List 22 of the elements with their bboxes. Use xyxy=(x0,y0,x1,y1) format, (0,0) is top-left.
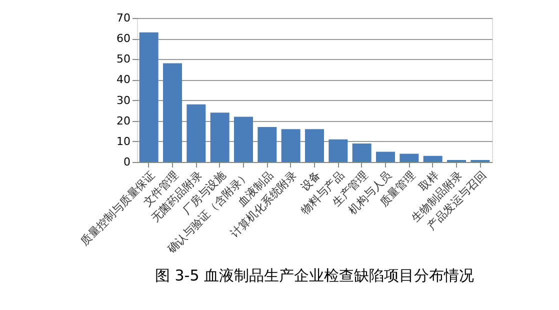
y-tick-label: 40 xyxy=(116,73,130,86)
bar xyxy=(400,154,419,162)
bar xyxy=(163,63,182,162)
y-tick-label: 60 xyxy=(116,32,130,46)
y-tick-label: 10 xyxy=(116,134,130,148)
bar xyxy=(210,112,230,162)
bar xyxy=(258,127,277,162)
bar xyxy=(423,156,442,162)
bar xyxy=(281,129,300,162)
bar xyxy=(352,143,372,162)
bar xyxy=(186,104,206,162)
bar xyxy=(376,152,395,162)
bar xyxy=(305,129,324,162)
bar xyxy=(234,116,253,162)
y-tick-label: 70 xyxy=(116,12,130,24)
y-tick-label: 20 xyxy=(116,114,130,128)
y-tick-label: 0 xyxy=(124,156,130,168)
text: 图 3-5 血液制品生产企业检查缺陷项目分布情况 xyxy=(154,266,474,285)
y-tick-label: 30 xyxy=(116,94,130,107)
bar xyxy=(139,32,158,162)
y-tick-label: 50 xyxy=(116,52,130,66)
bar xyxy=(328,139,348,162)
